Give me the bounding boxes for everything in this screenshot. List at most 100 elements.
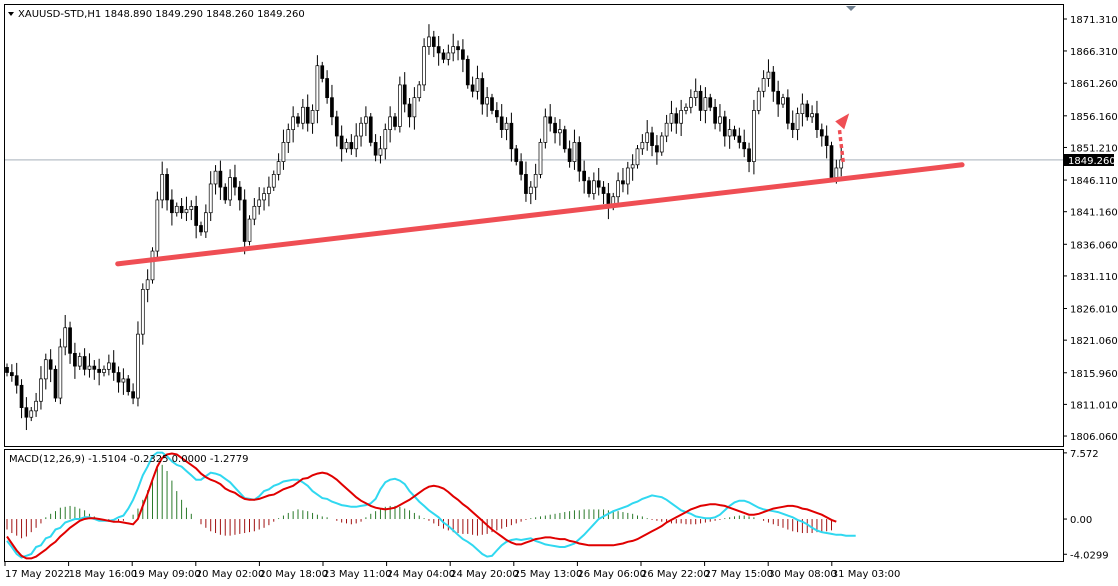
candle-body xyxy=(199,225,203,233)
candle xyxy=(29,407,34,422)
candle-body xyxy=(276,161,281,175)
candle-body xyxy=(373,142,378,156)
candle-body xyxy=(528,186,533,194)
candle-body xyxy=(431,36,436,47)
candle-body xyxy=(553,122,557,134)
candle-body xyxy=(781,97,785,105)
candle-body xyxy=(465,58,470,86)
candle-body xyxy=(436,46,441,54)
candle xyxy=(5,363,9,377)
candle-body xyxy=(73,352,77,367)
candle-body xyxy=(461,49,465,60)
candle-body xyxy=(330,97,334,118)
candle xyxy=(504,117,509,141)
candle-body xyxy=(354,135,359,150)
candle-body xyxy=(562,129,567,150)
candle xyxy=(359,117,363,147)
candle xyxy=(693,78,698,106)
candle-body xyxy=(558,129,562,134)
candle xyxy=(800,93,805,127)
candle-body xyxy=(14,375,19,386)
candle-body xyxy=(29,410,34,418)
candle-body xyxy=(208,183,213,214)
candle xyxy=(708,93,713,112)
candle xyxy=(630,154,635,181)
candle-body xyxy=(204,212,208,233)
candle-body xyxy=(359,122,363,137)
candle xyxy=(247,215,252,246)
candle-body xyxy=(87,365,92,370)
candle xyxy=(698,85,703,122)
price-tick-label: 1846.110 xyxy=(1070,176,1118,187)
candle xyxy=(669,100,674,132)
candle xyxy=(776,80,781,117)
candle-body xyxy=(795,113,800,130)
candle xyxy=(577,136,582,182)
candle-body xyxy=(310,110,315,124)
candle xyxy=(485,87,489,117)
candle xyxy=(402,72,407,113)
candle-body xyxy=(233,177,237,188)
candle xyxy=(422,38,426,91)
candle xyxy=(34,392,38,417)
candle-body xyxy=(174,205,179,214)
symbol-header: XAUUSD-STD,H1 1848.890 1849.290 1848.260… xyxy=(18,9,305,20)
candle-body xyxy=(708,97,713,108)
candle-body xyxy=(43,359,48,380)
time-tick-label: 20 May 02:00 xyxy=(196,569,265,580)
candle-body xyxy=(189,205,194,210)
candle xyxy=(106,354,111,376)
candle xyxy=(819,123,824,147)
candle xyxy=(815,100,819,138)
candle xyxy=(349,134,354,155)
candle xyxy=(218,160,223,200)
time-tick-label: 18 May 16:00 xyxy=(69,569,138,580)
candle-body xyxy=(572,142,577,162)
candle-body xyxy=(145,279,150,290)
candle xyxy=(616,172,620,203)
candle xyxy=(39,366,43,410)
candle-body xyxy=(650,132,654,146)
candle xyxy=(543,108,548,149)
candle xyxy=(766,59,771,87)
candle xyxy=(596,167,601,196)
candle xyxy=(703,87,708,124)
candle-body xyxy=(267,186,271,194)
candle-body xyxy=(339,135,344,150)
candle xyxy=(140,283,145,345)
macd-series xyxy=(6,451,856,560)
candle-body xyxy=(659,135,664,153)
candle xyxy=(514,144,519,166)
candle xyxy=(533,163,538,200)
symbol-menu-triangle-icon[interactable] xyxy=(8,12,14,16)
candle-body xyxy=(800,103,805,115)
candle-body xyxy=(286,129,291,143)
candle-body xyxy=(140,289,145,335)
candle xyxy=(233,164,237,196)
candle xyxy=(524,161,528,202)
price-tick-label: 1811.010 xyxy=(1070,400,1118,411)
candle xyxy=(68,321,72,364)
candle xyxy=(427,24,431,55)
candle xyxy=(276,153,281,181)
candle-body xyxy=(349,142,354,150)
candle-body xyxy=(815,113,819,130)
candle-body xyxy=(698,90,703,111)
candle xyxy=(587,176,591,198)
candle-body xyxy=(684,106,688,111)
price-tick-label: 1815.960 xyxy=(1070,369,1118,380)
candle-body xyxy=(398,84,402,127)
candle-body xyxy=(456,46,460,51)
candle xyxy=(659,132,664,156)
chart-shift-marker[interactable] xyxy=(846,6,856,11)
candle xyxy=(43,353,48,390)
candle-body xyxy=(228,177,232,201)
candle-body xyxy=(504,122,509,130)
candle-body xyxy=(165,174,169,201)
candle-body xyxy=(742,142,747,150)
candle-body xyxy=(703,97,708,111)
candle xyxy=(742,129,747,158)
candle xyxy=(790,110,795,138)
candle-body xyxy=(402,84,407,105)
